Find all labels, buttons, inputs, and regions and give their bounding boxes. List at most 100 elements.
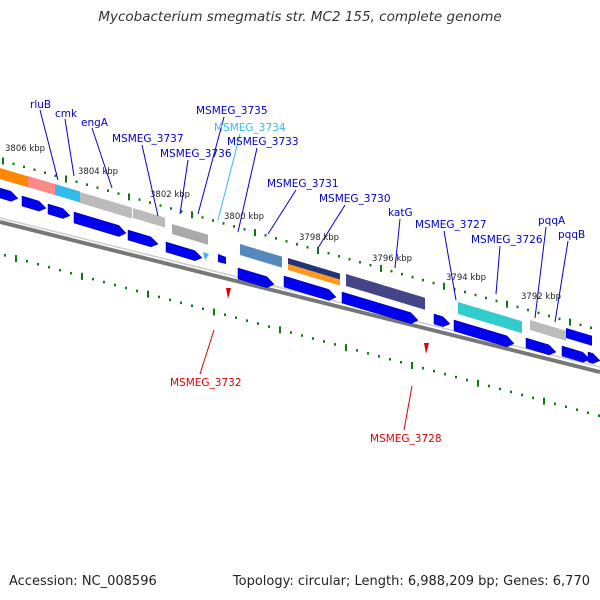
minor-tick	[180, 210, 183, 213]
minor-tick	[59, 268, 61, 272]
minor-tick	[246, 319, 248, 322]
minor-tick	[159, 204, 162, 207]
outer-dotted-ring	[2, 157, 592, 330]
major-tick	[569, 318, 571, 326]
major-tick	[380, 264, 382, 272]
minor-tick	[527, 308, 529, 312]
minor-tick	[499, 387, 501, 391]
gene-label: MSMEG_3736	[160, 148, 232, 160]
minor-tick	[485, 296, 487, 300]
minor-tick	[201, 216, 204, 219]
minor-tick	[75, 180, 78, 183]
minor-tick	[579, 323, 582, 327]
leader-line	[317, 204, 346, 249]
major-tick	[411, 361, 413, 369]
minor-tick	[257, 322, 259, 325]
leader-line	[91, 127, 113, 189]
gene-label-reverse: MSMEG_3732	[170, 377, 242, 389]
minor-tick	[312, 337, 314, 340]
leader-line	[443, 230, 457, 301]
gene-label-reverse: MSMEG_3728	[370, 433, 442, 445]
band-blue-end	[566, 328, 592, 346]
minor-tick	[26, 260, 28, 263]
major-tick	[15, 255, 17, 263]
band-orange	[0, 168, 28, 188]
minor-tick	[590, 326, 592, 330]
minor-tick	[136, 289, 138, 293]
minor-tick	[224, 313, 226, 316]
minor-tick	[54, 174, 57, 177]
gene-arrow	[165, 241, 203, 261]
band-grey-3	[172, 224, 208, 245]
major-tick	[506, 300, 508, 308]
leader-line	[217, 133, 241, 221]
gene-arrow	[283, 275, 337, 301]
minor-tick	[149, 201, 151, 204]
minor-tick	[233, 225, 235, 228]
minor-tick	[367, 352, 369, 355]
gene-arrow	[525, 337, 557, 356]
gene-label: MSMEG_3727	[415, 219, 487, 231]
minor-tick	[466, 378, 468, 382]
minor-tick	[558, 317, 561, 321]
gene-arrow	[237, 267, 275, 288]
gene-arrow	[433, 313, 451, 327]
minor-tick	[169, 298, 171, 302]
minor-tick	[576, 408, 578, 412]
minor-tick	[356, 349, 358, 352]
gene-label: engA	[81, 117, 109, 129]
minor-tick	[138, 198, 141, 201]
minor-tick	[264, 234, 267, 237]
leader-line	[495, 245, 501, 295]
major-tick	[65, 175, 67, 183]
minor-tick	[301, 334, 303, 337]
gene-arrow	[47, 203, 71, 219]
accession-text: Accession: NC_008596	[9, 574, 157, 589]
gene-label: MSMEG_3735	[196, 105, 268, 117]
topology-text: Topology: circular; Length: 6,988,209 bp…	[232, 574, 590, 589]
kbp-labels: 3806 kbp 3804 kbp 3802 kbp 3800 kbp 3798 kbp…	[5, 144, 561, 302]
minor-tick	[158, 295, 160, 299]
band-orange-2	[288, 264, 340, 286]
kbp-label: 3802 kbp	[150, 190, 190, 200]
gene-label: MSMEG_3726	[471, 234, 543, 246]
minor-tick	[275, 237, 277, 240]
gene-label: rluB	[30, 99, 51, 111]
leader-line	[267, 189, 297, 235]
gene-arrows	[0, 187, 600, 374]
leader-line	[141, 144, 159, 217]
band-teal	[458, 302, 522, 334]
gene-arrow	[73, 211, 127, 237]
gene-label: MSMEG_3737	[112, 133, 184, 145]
minor-tick	[338, 254, 340, 258]
kbp-label: 3798 kbp	[299, 233, 339, 243]
minor-tick	[92, 277, 94, 281]
minor-tick	[296, 243, 298, 246]
gene-arrow	[561, 345, 591, 363]
minor-tick	[23, 165, 25, 169]
kbp-label: 3806 kbp	[5, 144, 45, 154]
major-tick	[443, 282, 445, 290]
minor-tick	[510, 390, 512, 394]
minor-tick	[290, 331, 292, 334]
minor-tick	[44, 171, 46, 174]
leader-line	[554, 240, 569, 323]
label-leaders	[39, 109, 569, 431]
minor-tick	[170, 207, 172, 210]
major-tick	[345, 344, 347, 352]
feature-bands	[0, 168, 592, 346]
map-title: Mycobacterium smegmatis str. MC2 155, co…	[98, 9, 502, 25]
minor-tick	[389, 358, 391, 361]
minor-tick	[180, 301, 182, 305]
gene-label: MSMEG_3734	[214, 122, 286, 134]
minor-tick	[212, 219, 214, 222]
band-slate	[346, 274, 425, 310]
band-grey-4	[530, 320, 566, 341]
leader-line	[39, 109, 59, 181]
minor-tick	[107, 189, 109, 192]
major-tick	[317, 247, 319, 255]
major-tick	[147, 290, 149, 298]
kbp-label: 3796 kbp	[372, 254, 412, 264]
minor-tick	[422, 366, 424, 370]
